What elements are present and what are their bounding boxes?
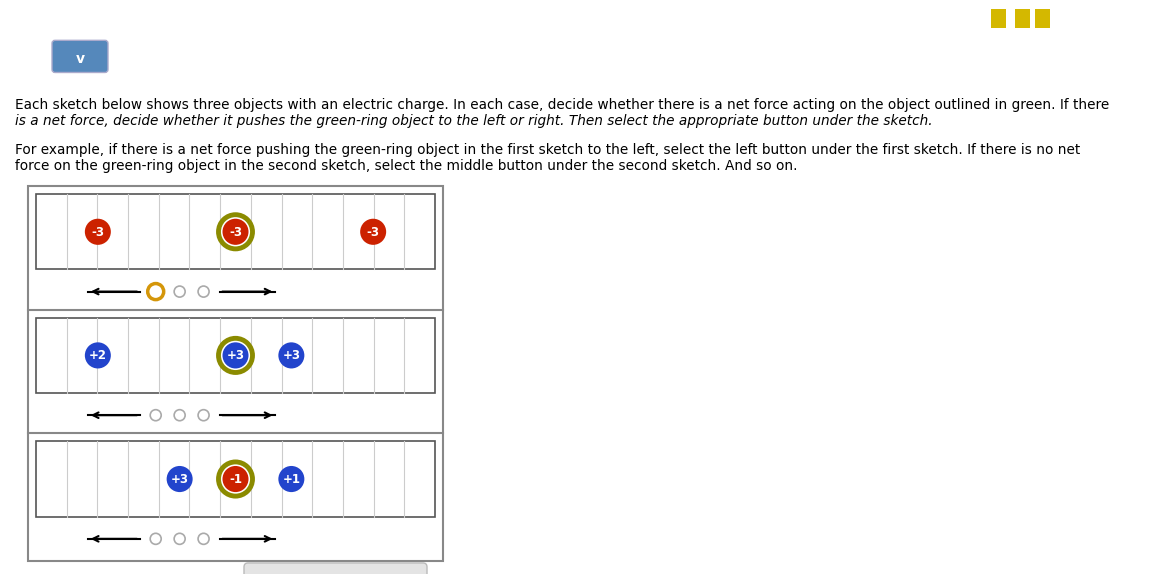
Text: v: v <box>75 52 84 67</box>
FancyBboxPatch shape <box>52 40 108 72</box>
FancyBboxPatch shape <box>244 563 427 574</box>
Text: Each sketch below shows three objects with an electric charge. In each case, dec: Each sketch below shows three objects wi… <box>15 98 1110 111</box>
Text: -3: -3 <box>367 226 380 239</box>
Circle shape <box>223 219 249 245</box>
Text: +1: +1 <box>283 473 300 486</box>
Text: ↱: ↱ <box>1128 9 1147 29</box>
Text: ≡: ≡ <box>21 9 39 29</box>
Circle shape <box>223 342 249 369</box>
FancyBboxPatch shape <box>28 186 443 561</box>
Text: For example, if there is a net force pushing the green-ring object in the first : For example, if there is a net force pus… <box>15 143 1080 157</box>
Text: -3: -3 <box>91 226 104 239</box>
FancyBboxPatch shape <box>36 441 435 517</box>
Text: Understanding how electrostatic forces cancel: Understanding how electrostatic forces c… <box>61 11 416 26</box>
Text: +3: +3 <box>226 350 244 362</box>
Text: -1: -1 <box>229 473 242 486</box>
Text: -3: -3 <box>229 226 242 239</box>
Circle shape <box>84 342 110 369</box>
FancyBboxPatch shape <box>36 194 435 269</box>
Text: force on the green-ring object in the second sketch, select the middle button un: force on the green-ring object in the se… <box>15 159 798 173</box>
Circle shape <box>360 219 386 245</box>
Circle shape <box>223 466 249 492</box>
Circle shape <box>278 466 304 492</box>
Circle shape <box>84 219 110 245</box>
Bar <box>991 9 1006 28</box>
Text: +2: +2 <box>89 350 107 362</box>
Bar <box>1015 9 1030 28</box>
Text: +3: +3 <box>283 350 300 362</box>
FancyBboxPatch shape <box>36 318 435 393</box>
Circle shape <box>278 342 304 369</box>
Circle shape <box>167 466 192 492</box>
Text: is a net force, decide whether it pushes the green-ring object to the left or ri: is a net force, decide whether it pushes… <box>15 114 933 127</box>
Bar <box>1035 9 1050 28</box>
Text: +3: +3 <box>170 473 189 486</box>
